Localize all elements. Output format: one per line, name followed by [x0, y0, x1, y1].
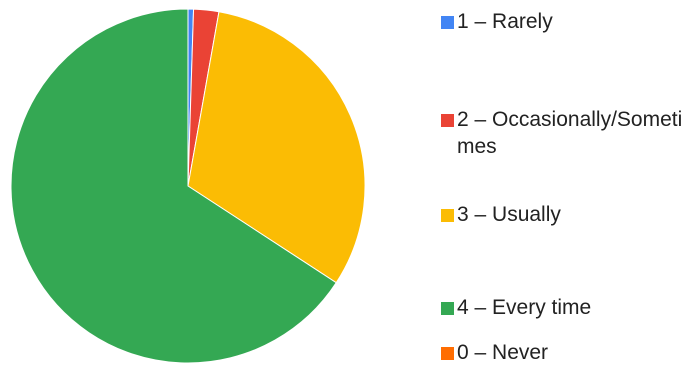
legend-item-2: 2 – Occasionally/Sometimes: [441, 106, 687, 160]
legend-label: 1 – Rarely: [457, 10, 553, 33]
legend-swatch: [441, 209, 454, 222]
legend-swatch: [441, 114, 454, 127]
pie-slice-4: [10, 8, 337, 364]
legend-swatch: [441, 16, 454, 29]
legend-label: 4 – Every time: [457, 296, 592, 319]
legend-swatch: [441, 347, 454, 360]
legend-label: 0 – Never: [457, 341, 549, 364]
legend-label: 2 – Occasionally/Sometimes: [457, 108, 683, 158]
legend-item-5: 0 – Never: [441, 339, 687, 366]
legend-swatch: [441, 302, 454, 315]
legend-item-3: 3 – Usually: [441, 201, 687, 228]
legend-item-1: 1 – Rarely: [441, 8, 687, 35]
legend-label: 3 – Usually: [457, 203, 561, 226]
legend-item-4: 4 – Every time: [441, 294, 687, 321]
pie-slice-3: [187, 11, 366, 284]
